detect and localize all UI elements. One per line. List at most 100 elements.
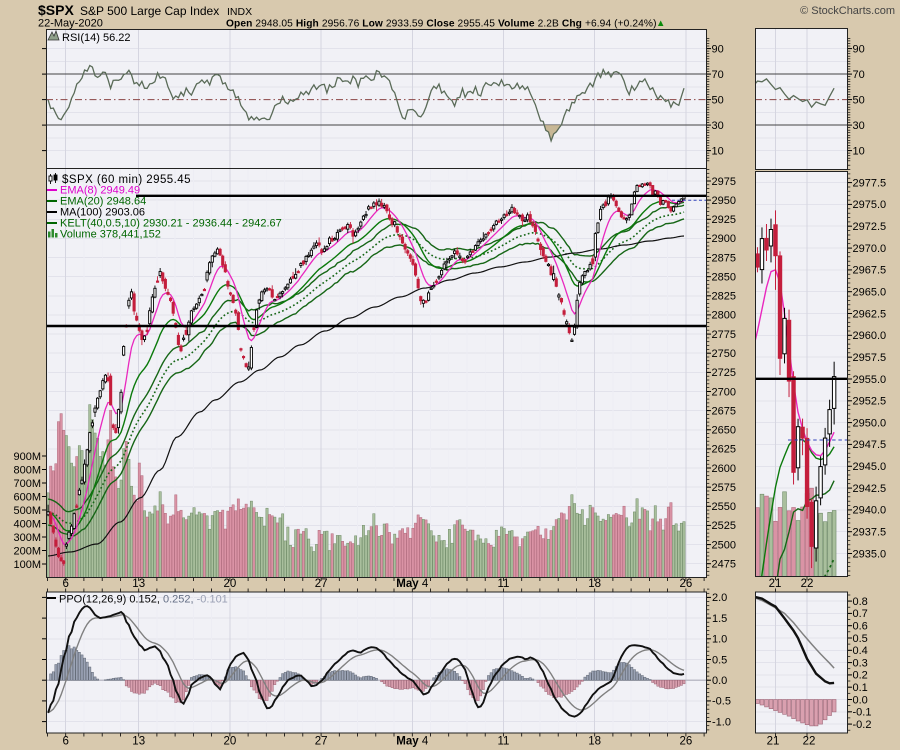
- svg-text:1.5: 1.5: [712, 613, 727, 625]
- svg-text:2650: 2650: [712, 425, 736, 437]
- svg-text:70: 70: [853, 69, 865, 81]
- svg-text:EMA(20) 2948.64: EMA(20) 2948.64: [60, 196, 146, 208]
- svg-text:6: 6: [62, 578, 68, 590]
- svg-text:2967.5: 2967.5: [853, 265, 887, 277]
- svg-text:90: 90: [853, 43, 865, 55]
- svg-text:18: 18: [588, 578, 601, 590]
- svg-text:2965.0: 2965.0: [853, 287, 887, 299]
- svg-text:-1.0: -1.0: [712, 716, 731, 728]
- svg-text:2942.5: 2942.5: [853, 483, 887, 495]
- svg-text:0.2: 0.2: [853, 670, 868, 682]
- svg-text:May 4: May 4: [396, 736, 429, 748]
- svg-text:0.3: 0.3: [853, 657, 868, 669]
- svg-text:2937.5: 2937.5: [853, 527, 887, 539]
- svg-text:2972.5: 2972.5: [853, 221, 887, 233]
- svg-text:22: 22: [801, 578, 814, 590]
- svg-text:2935.0: 2935.0: [853, 548, 887, 560]
- svg-text:20: 20: [224, 578, 237, 590]
- svg-text:PPO(12,26,9) 0.152, 0.252, -0.: PPO(12,26,9) 0.152, 0.252, -0.101: [59, 594, 228, 606]
- svg-text:2.0: 2.0: [712, 592, 727, 604]
- svg-text:13: 13: [132, 578, 145, 590]
- svg-text:30: 30: [712, 120, 724, 132]
- svg-text:90: 90: [712, 43, 724, 55]
- svg-text:500M: 500M: [13, 505, 41, 517]
- svg-text:Open 2948.05 High 2956.76 Low: Open 2948.05 High 2956.76 Low 2933.59 Cl…: [226, 19, 657, 30]
- svg-text:-0.2: -0.2: [853, 719, 872, 731]
- svg-text:11: 11: [498, 736, 510, 748]
- svg-text:2962.5: 2962.5: [853, 308, 887, 320]
- svg-text:2800: 2800: [712, 310, 736, 322]
- svg-text:2955.0: 2955.0: [853, 374, 887, 386]
- svg-text:1.0: 1.0: [712, 634, 727, 646]
- svg-text:50: 50: [712, 94, 724, 106]
- svg-text:300M: 300M: [13, 532, 41, 544]
- svg-text:2625: 2625: [712, 444, 736, 456]
- svg-text:0.0: 0.0: [712, 675, 727, 687]
- svg-text:27: 27: [315, 578, 328, 590]
- svg-text:10: 10: [853, 145, 865, 157]
- svg-text:2957.5: 2957.5: [853, 352, 887, 364]
- svg-text:2525: 2525: [712, 520, 736, 532]
- svg-text:2550: 2550: [712, 501, 736, 513]
- svg-text:27: 27: [315, 736, 328, 748]
- svg-text:800M: 800M: [13, 464, 41, 476]
- svg-text:21: 21: [769, 578, 782, 590]
- svg-text:▲: ▲: [656, 18, 665, 29]
- svg-text:2945.0: 2945.0: [853, 461, 887, 473]
- svg-text:50: 50: [853, 94, 865, 106]
- svg-text:0.7: 0.7: [853, 608, 868, 620]
- svg-text:2875: 2875: [712, 252, 736, 264]
- svg-text:May 4: May 4: [396, 578, 429, 590]
- svg-text:21: 21: [767, 736, 780, 748]
- svg-text:2475: 2475: [712, 559, 736, 571]
- svg-text:2700: 2700: [712, 386, 736, 398]
- svg-text:© StockCharts.com: © StockCharts.com: [800, 5, 895, 17]
- svg-text:30: 30: [853, 120, 865, 132]
- svg-text:2775: 2775: [712, 329, 736, 341]
- svg-text:2600: 2600: [712, 463, 736, 475]
- svg-text:26: 26: [680, 736, 693, 748]
- svg-text:MA(100) 2903.06: MA(100) 2903.06: [60, 207, 145, 219]
- svg-text:$SPX: $SPX: [38, 2, 74, 18]
- svg-text:200M: 200M: [13, 545, 41, 557]
- svg-text:2925: 2925: [712, 214, 736, 226]
- svg-text:2960.0: 2960.0: [853, 330, 887, 342]
- svg-text:18: 18: [588, 736, 601, 748]
- svg-text:2950.0: 2950.0: [853, 417, 887, 429]
- svg-text:2575: 2575: [712, 482, 736, 494]
- svg-text:0.4: 0.4: [853, 645, 868, 657]
- svg-text:400M: 400M: [13, 518, 41, 530]
- svg-text:700M: 700M: [13, 478, 41, 490]
- svg-text:0.5: 0.5: [712, 654, 727, 666]
- svg-text:11: 11: [498, 578, 510, 590]
- svg-text:2675: 2675: [712, 405, 736, 417]
- svg-text:900M: 900M: [13, 451, 41, 463]
- svg-text:0.5: 0.5: [853, 633, 868, 645]
- svg-text:0.6: 0.6: [853, 621, 868, 633]
- svg-text:70: 70: [712, 69, 724, 81]
- svg-text:EMA(8) 2949.49: EMA(8) 2949.49: [60, 185, 140, 197]
- svg-text:KELT(40,0.5,10) 2930.21 - 2936: KELT(40,0.5,10) 2930.21 - 2936.44 - 2942…: [60, 218, 282, 230]
- svg-text:13: 13: [132, 736, 145, 748]
- svg-text:2977.5: 2977.5: [853, 177, 887, 189]
- svg-text:2970.0: 2970.0: [853, 243, 887, 255]
- svg-text:INDX: INDX: [227, 6, 252, 18]
- svg-text:2825: 2825: [712, 291, 736, 303]
- svg-text:20: 20: [224, 736, 237, 748]
- svg-text:-0.5: -0.5: [712, 696, 731, 708]
- svg-text:Volume 378,441,152: Volume 378,441,152: [60, 229, 161, 241]
- svg-text:0.8: 0.8: [853, 596, 868, 608]
- svg-text:10: 10: [712, 145, 724, 157]
- svg-text:2500: 2500: [712, 539, 736, 551]
- svg-text:2950: 2950: [712, 195, 736, 207]
- svg-text:2850: 2850: [712, 272, 736, 284]
- svg-text:6: 6: [62, 736, 68, 748]
- svg-text:0.1: 0.1: [853, 682, 868, 694]
- svg-text:$SPX (60 min) 2955.45: $SPX (60 min) 2955.45: [62, 174, 191, 186]
- svg-text:22-May-2020: 22-May-2020: [38, 18, 103, 30]
- svg-text:2947.5: 2947.5: [853, 439, 887, 451]
- svg-text:2975: 2975: [712, 176, 736, 188]
- svg-text:2900: 2900: [712, 233, 736, 245]
- svg-text:600M: 600M: [13, 491, 41, 503]
- svg-text:26: 26: [680, 578, 693, 590]
